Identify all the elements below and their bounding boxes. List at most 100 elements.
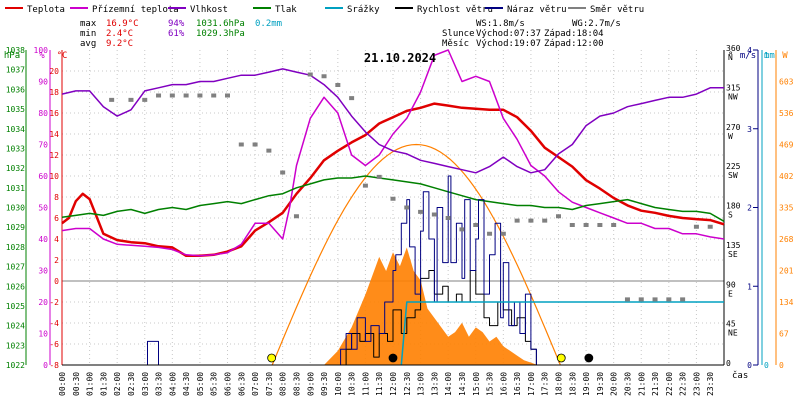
x-tick-20: 10:00 — [334, 372, 343, 396]
solar-tick-603: 603 — [779, 78, 794, 87]
series-7-line — [400, 301, 724, 366]
dir-tick-360: 360 — [726, 44, 741, 53]
x-tick-29: 14:30 — [458, 372, 467, 396]
x-tick-15: 07:30 — [265, 372, 274, 396]
series-8-point-32 — [556, 214, 561, 219]
press-tick-1022: 1022 — [6, 361, 25, 370]
dir-label-W: W — [728, 132, 733, 141]
dir-label-S: S — [728, 211, 733, 220]
series-8-point-12 — [280, 170, 286, 175]
x-tick-4: 02:00 — [113, 372, 122, 396]
hum-axis-unit: % — [39, 51, 45, 61]
series-8-point-25 — [459, 227, 465, 232]
stat-temp-avg: 9.2°C — [106, 39, 133, 49]
series-8-point-21 — [404, 205, 410, 210]
info-moon-label: Měsíc — [442, 39, 469, 49]
solar-tick-402: 402 — [779, 172, 794, 181]
dir-tick-0: 0 — [726, 359, 731, 368]
press-tick-1037: 1037 — [6, 66, 25, 75]
marker-moonrise — [584, 353, 594, 363]
x-tick-38: 19:00 — [582, 372, 591, 396]
press-tick-1031: 1031 — [6, 184, 25, 193]
x-tick-17: 08:30 — [292, 372, 301, 396]
series-8-point-29 — [514, 218, 520, 223]
series-8-point-16 — [335, 83, 341, 87]
info-ws: WS:1.8m/s — [476, 19, 525, 29]
x-tick-35: 17:30 — [541, 372, 550, 396]
x-tick-18: 09:00 — [306, 372, 315, 396]
theoretical-solar-curve — [271, 143, 561, 366]
solar-tick-469: 469 — [779, 141, 794, 150]
series-8-point-8 — [225, 93, 230, 98]
series-8-point-17 — [349, 96, 355, 101]
marker-sunrise — [267, 353, 277, 363]
dir-label-SE: SE — [728, 250, 738, 259]
series-8-point-11 — [266, 148, 272, 153]
solar-tick-268: 268 — [779, 235, 794, 244]
wind-tick-2: 2 — [747, 204, 752, 213]
series-8-point-26 — [473, 223, 479, 227]
series-8-point-24 — [445, 216, 451, 220]
temp-tick-6: 6 — [54, 214, 59, 223]
series-4-line — [61, 175, 725, 222]
series-8-point-20 — [390, 196, 396, 201]
dir-label-N: N — [728, 53, 733, 62]
series-8-point-37 — [624, 297, 630, 302]
hum-tick-70: 70 — [38, 141, 48, 150]
wind-tick-3: 3 — [747, 125, 752, 134]
series-8-point-38 — [638, 297, 644, 302]
stat-label-min: min — [80, 29, 96, 39]
info-wg: WG:2.7m/s — [572, 19, 621, 29]
wind-tick-1: 1 — [747, 282, 752, 291]
wind-tick-0: 0 — [747, 361, 752, 370]
rain-tick-0: 0 — [764, 361, 769, 370]
info-moon-rise: Východ:19:07 — [476, 39, 541, 49]
series-8-point-42 — [693, 224, 699, 229]
x-tick-11: 05:30 — [210, 372, 219, 396]
x-tick-16: 08:00 — [279, 372, 288, 396]
x-tick-23: 11:30 — [375, 372, 384, 396]
legend: Teplota Přízemní teplota Vlhkost Tlak Srážky… — [5, 5, 644, 15]
dir-label-NE: NE — [728, 329, 738, 338]
press-tick-1035: 1035 — [6, 105, 25, 114]
dir-tick-270: 270 — [726, 123, 741, 132]
x-tick-45: 22:30 — [679, 372, 688, 396]
hum-tick-100: 100 — [34, 46, 49, 55]
series-8-point-23 — [431, 212, 437, 217]
stat-press-min: 1029.3hPa — [196, 29, 245, 39]
x-tick-14: 07:00 — [251, 372, 260, 396]
series-8-point-28 — [500, 231, 506, 236]
x-tick-19: 09:30 — [320, 372, 329, 396]
x-tick-6: 03:00 — [141, 372, 150, 396]
solar-tick-536: 536 — [779, 109, 794, 118]
series-8-point-40 — [666, 297, 672, 302]
stat-rain-max: 0.2mm — [255, 19, 282, 29]
temp-tick-18: 18 — [49, 88, 59, 97]
x-tick-21: 10:30 — [348, 372, 357, 396]
temp-tick--8: -8 — [49, 361, 59, 370]
solar-tick-0: 0 — [779, 361, 784, 370]
press-tick-1032: 1032 — [6, 164, 25, 173]
x-tick-5: 02:30 — [127, 372, 136, 396]
x-tick-7: 03:30 — [155, 372, 164, 396]
press-tick-1026: 1026 — [6, 282, 25, 291]
temp-tick-8: 8 — [54, 193, 59, 202]
series-8-point-14 — [307, 72, 313, 77]
x-tick-32: 16:00 — [499, 372, 508, 396]
series-8-point-13 — [293, 214, 299, 219]
press-axis-unit: hPa — [4, 51, 20, 61]
info-sun-rise: Východ:07:37 — [476, 29, 541, 39]
series-8-point-0 — [109, 97, 115, 102]
info-moon-set: Západ:12:00 — [544, 39, 604, 49]
dir-label-NW: NW — [728, 92, 738, 101]
x-tick-13: 06:30 — [237, 372, 246, 396]
stat-temp-min: 2.4°C — [106, 29, 133, 39]
legend-label-3: Vlhkost — [190, 5, 228, 15]
x-tick-24: 12:00 — [389, 372, 398, 396]
wind-tick-4: 4 — [747, 46, 752, 55]
solar-tick-67: 67 — [779, 330, 789, 339]
x-tick-47: 23:30 — [706, 372, 715, 396]
x-tick-37: 18:30 — [568, 372, 577, 396]
series-8-point-30 — [528, 218, 534, 223]
